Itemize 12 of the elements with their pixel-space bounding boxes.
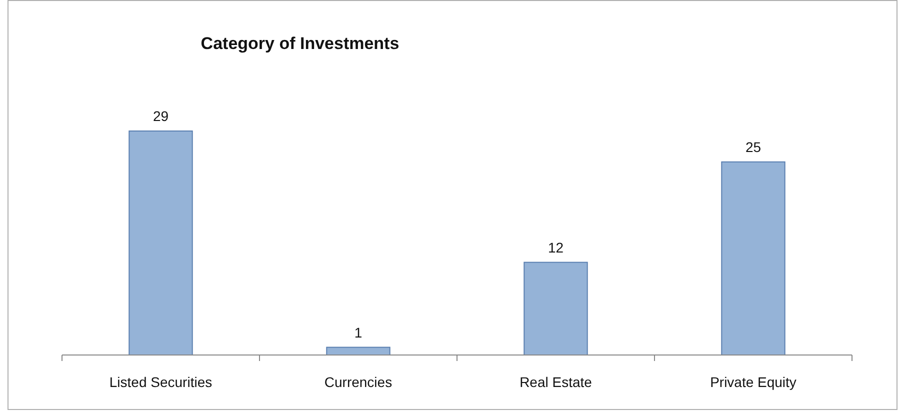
x-tick-label: Listed Securities	[109, 374, 212, 390]
bar	[721, 161, 786, 356]
bar	[128, 130, 193, 356]
data-label: 25	[745, 138, 762, 155]
x-tick-label: Private Equity	[710, 374, 796, 390]
data-label: 29	[152, 108, 169, 124]
x-tick-label: Currencies	[324, 374, 392, 390]
chart-title: Category of Investments	[200, 34, 400, 53]
bar	[524, 262, 588, 356]
data-label: 1	[354, 324, 362, 340]
data-label: 12	[548, 239, 564, 256]
x-tick-label: Real Estate	[520, 374, 592, 390]
